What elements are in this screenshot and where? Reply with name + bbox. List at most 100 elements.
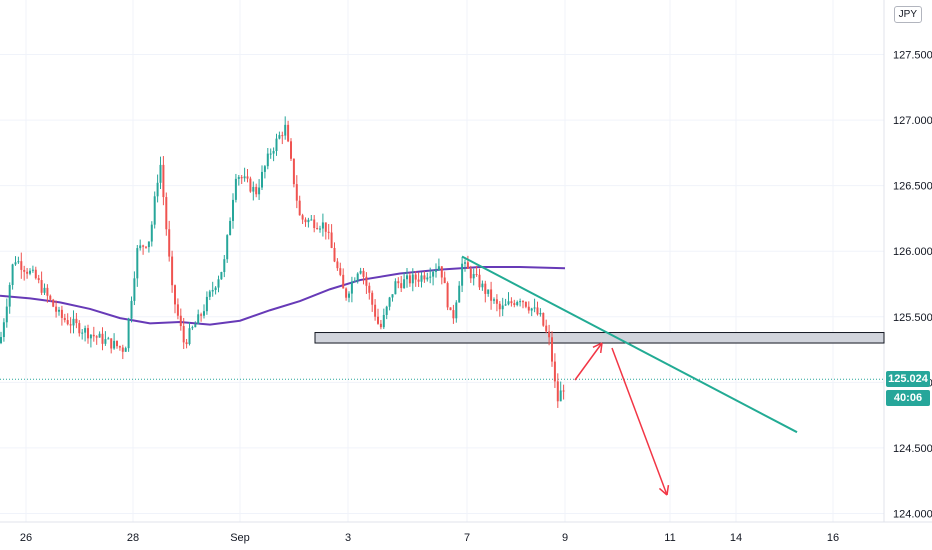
- candle-body: [382, 314, 385, 328]
- candle-body: [246, 176, 249, 179]
- candle-body: [432, 271, 435, 277]
- candle-body: [513, 303, 516, 306]
- candle-body: [522, 301, 524, 303]
- candle-body: [365, 276, 368, 286]
- candle-body: [530, 308, 533, 311]
- x-tick-label: Sep: [230, 532, 250, 544]
- candle-body: [287, 124, 290, 142]
- candle-body: [464, 262, 466, 264]
- candles: [0, 116, 565, 408]
- candle-body: [121, 347, 124, 352]
- candle-body: [348, 293, 350, 298]
- candle-body: [272, 151, 275, 154]
- candle-body: [330, 232, 333, 248]
- candle-body: [104, 339, 107, 344]
- candle-body: [327, 231, 330, 233]
- candle-body: [475, 274, 478, 276]
- candle-body: [46, 287, 49, 296]
- candle-body: [237, 177, 240, 179]
- candle-body: [261, 171, 263, 188]
- retest-arrow-head: [592, 342, 603, 348]
- candle-body: [333, 247, 336, 262]
- candle-body: [403, 279, 406, 289]
- currency-label[interactable]: JPY: [893, 6, 922, 23]
- candle-body: [217, 279, 220, 288]
- candle-body: [43, 287, 46, 293]
- candle-body: [411, 274, 414, 284]
- retest-arrow-head: [599, 342, 603, 354]
- candle-body: [266, 153, 269, 167]
- candle-body: [469, 268, 472, 279]
- y-axis: 127.500127.000126.500126.000125.500125.0…: [893, 50, 932, 521]
- candle-body: [214, 287, 217, 291]
- candle-body: [437, 266, 440, 271]
- candle-body: [478, 274, 481, 288]
- candle-body: [542, 313, 545, 326]
- candle-body: [84, 328, 87, 333]
- candle-body: [205, 296, 208, 312]
- candle-body: [150, 224, 153, 242]
- candle-body: [481, 283, 484, 288]
- candle-body: [426, 277, 429, 280]
- y-tick-label: 126.000: [893, 246, 932, 258]
- candle-body: [26, 271, 29, 274]
- trendline[interactable]: [461, 255, 798, 434]
- candle-body: [113, 340, 116, 349]
- candle-body: [519, 301, 522, 303]
- candle-body: [536, 307, 539, 315]
- target-arrow-head: [666, 484, 670, 496]
- candle-body: [194, 324, 197, 328]
- candle-body: [440, 266, 443, 278]
- candle-body: [142, 245, 145, 247]
- candle-body: [40, 280, 43, 293]
- candle-body: [127, 318, 130, 349]
- candle-body: [92, 334, 95, 337]
- candle-body: [516, 301, 519, 306]
- support-zone[interactable]: [314, 332, 885, 344]
- candle-body: [466, 262, 469, 269]
- y-tick-label: 124.000: [893, 509, 932, 521]
- candle-body: [310, 219, 313, 221]
- candle-body: [60, 309, 63, 318]
- candle-body: [394, 281, 397, 295]
- bar-timer-badge: 40:06: [886, 390, 930, 406]
- candle-body: [458, 285, 461, 303]
- candle-body: [243, 176, 246, 179]
- candle-body: [539, 313, 542, 315]
- candle-body: [8, 285, 11, 307]
- candle-body: [484, 283, 487, 294]
- candle-body: [191, 327, 194, 329]
- candle-body: [336, 261, 339, 269]
- candle-body: [429, 276, 432, 278]
- candle-body: [284, 124, 287, 136]
- x-tick-label: 28: [127, 532, 139, 544]
- candle-body: [69, 324, 72, 326]
- candle-body: [58, 309, 60, 312]
- candle-body: [397, 281, 400, 284]
- target-arrow[interactable]: [611, 347, 668, 496]
- candle-body: [533, 307, 536, 309]
- candle-body: [313, 219, 316, 229]
- candle-body: [208, 291, 211, 297]
- candle-body: [182, 326, 185, 343]
- candle-body: [379, 323, 382, 328]
- candle-body: [116, 340, 118, 347]
- candle-body: [14, 262, 17, 265]
- candle-body: [11, 264, 14, 286]
- candle-body: [510, 301, 513, 304]
- chart-grid: [0, 0, 884, 522]
- x-tick-label: 14: [730, 532, 742, 544]
- candle-body: [321, 222, 324, 229]
- candle-body: [20, 261, 23, 270]
- candle-body: [165, 197, 168, 230]
- retest-arrow[interactable]: [574, 342, 603, 381]
- candle-body: [498, 303, 501, 310]
- x-tick-label: 9: [562, 532, 568, 544]
- candle-body: [324, 222, 327, 232]
- candle-body: [385, 306, 388, 315]
- candle-body: [493, 299, 495, 301]
- current-price-badge: 125.024: [886, 371, 930, 387]
- projection-arrows[interactable]: [574, 342, 670, 496]
- candle-body: [203, 311, 205, 316]
